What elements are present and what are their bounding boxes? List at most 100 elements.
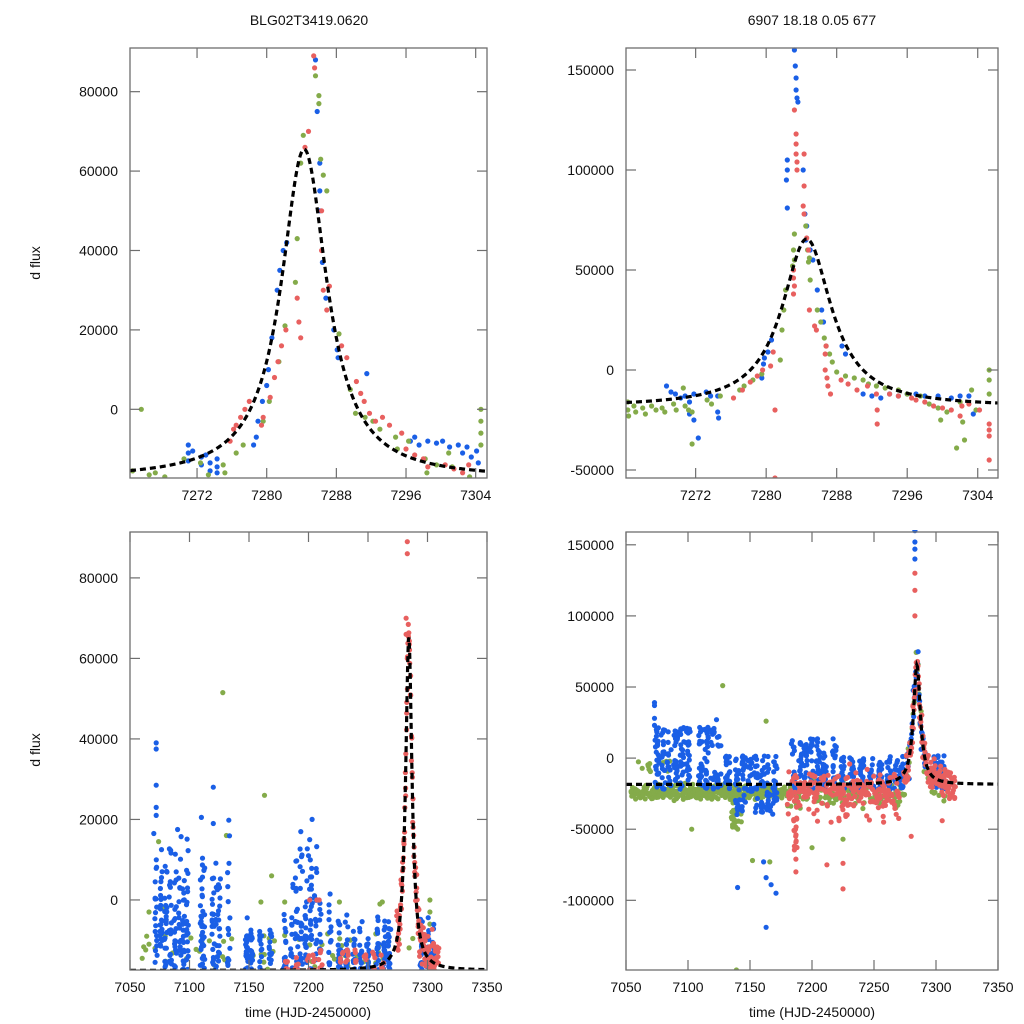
x-tick-label: 7272 — [680, 487, 711, 503]
data-point-blue — [257, 928, 263, 935]
data-point-red — [847, 761, 853, 767]
data-point-blue — [217, 895, 223, 901]
data-point-blue — [898, 765, 905, 771]
data-point-blue — [357, 942, 363, 948]
data-point-red — [952, 778, 958, 784]
data-point-blue — [185, 922, 191, 928]
data-point-green — [377, 426, 383, 432]
data-point-red — [952, 794, 958, 801]
data-point-blue — [715, 778, 721, 784]
data-point-blue — [704, 739, 710, 745]
data-point-blue — [668, 389, 674, 395]
data-point-green — [840, 836, 846, 842]
data-point-red — [793, 856, 799, 862]
data-point-red — [293, 955, 299, 961]
data-point-blue — [419, 966, 425, 970]
data-point-blue — [357, 925, 363, 931]
data-point-blue — [327, 891, 333, 897]
data-point-red — [976, 407, 983, 413]
data-point-blue — [686, 399, 693, 405]
data-point-blue — [161, 936, 168, 943]
data-point-red — [271, 374, 278, 381]
data-point-blue — [185, 848, 191, 854]
data-point-red — [312, 65, 318, 71]
data-point-blue — [757, 802, 764, 809]
data-point-blue — [375, 914, 381, 920]
data-point-blue — [158, 879, 164, 885]
data-point-red — [793, 794, 800, 800]
data-point-blue — [308, 882, 314, 888]
data-point-red — [394, 908, 400, 914]
data-point-red — [860, 800, 866, 807]
series-blue — [151, 740, 438, 970]
data-point-blue — [739, 754, 746, 760]
data-point-blue — [753, 763, 759, 769]
data-point-red — [862, 784, 868, 790]
data-point-blue — [166, 894, 172, 900]
data-point-red — [892, 805, 898, 812]
data-point-blue — [172, 938, 178, 944]
data-point-blue — [226, 957, 232, 963]
data-point-green — [362, 414, 368, 420]
data-point-red — [233, 422, 239, 428]
data-point-blue — [793, 75, 799, 81]
data-point-green — [379, 899, 385, 905]
data-point-blue — [702, 785, 709, 791]
data-point-blue — [307, 908, 313, 914]
series-blue — [185, 57, 481, 476]
data-point-red — [353, 378, 359, 385]
data-point-green — [427, 909, 433, 915]
data-point-blue — [803, 753, 809, 759]
data-point-blue — [327, 939, 333, 945]
data-point-red — [412, 452, 418, 458]
data-point-blue — [162, 863, 168, 869]
data-point-red — [813, 795, 819, 801]
data-point-blue — [754, 756, 760, 763]
data-point-blue — [774, 795, 780, 801]
data-point-blue — [209, 911, 215, 917]
data-point-blue — [708, 393, 714, 399]
data-point-green — [337, 936, 343, 942]
data-point-green — [626, 407, 631, 413]
data-point-green — [467, 474, 473, 478]
data-point-blue — [292, 936, 298, 942]
data-point-blue — [655, 738, 661, 744]
data-point-blue — [281, 917, 287, 924]
data-point-green — [790, 247, 797, 253]
data-point-blue — [957, 393, 963, 399]
data-point-red — [420, 925, 426, 931]
data-point-red — [881, 819, 887, 825]
data-point-blue — [162, 908, 168, 915]
data-point-red — [840, 886, 846, 892]
x-tick-label: 7100 — [174, 979, 205, 995]
data-point-red — [894, 780, 900, 786]
data-point-blue — [244, 915, 250, 921]
data-point-blue — [892, 766, 898, 773]
data-point-blue — [654, 742, 661, 749]
data-point-blue — [715, 409, 721, 415]
data-point-blue — [309, 816, 315, 823]
x-tick-label: 7250 — [352, 979, 383, 995]
data-point-blue — [312, 57, 319, 63]
y-tick-label: 150000 — [567, 62, 614, 78]
data-point-blue — [660, 752, 666, 758]
data-point-blue — [179, 886, 186, 892]
data-point-blue — [167, 952, 173, 959]
data-point-blue — [751, 770, 758, 776]
data-point-blue — [357, 952, 363, 958]
data-point-red — [366, 410, 373, 416]
data-point-green — [897, 798, 903, 804]
data-point-blue — [173, 869, 179, 875]
data-point-blue — [911, 714, 917, 720]
data-point-blue — [151, 830, 157, 837]
data-point-red — [283, 327, 289, 333]
data-point-blue — [158, 931, 164, 937]
data-point-blue — [784, 157, 790, 163]
data-point-green — [427, 897, 433, 903]
data-point-blue — [655, 725, 662, 731]
data-point-green — [806, 255, 813, 261]
data-point-blue — [830, 764, 836, 770]
data-point-red — [278, 343, 285, 349]
data-point-red — [952, 784, 958, 790]
data-point-blue — [935, 754, 941, 760]
